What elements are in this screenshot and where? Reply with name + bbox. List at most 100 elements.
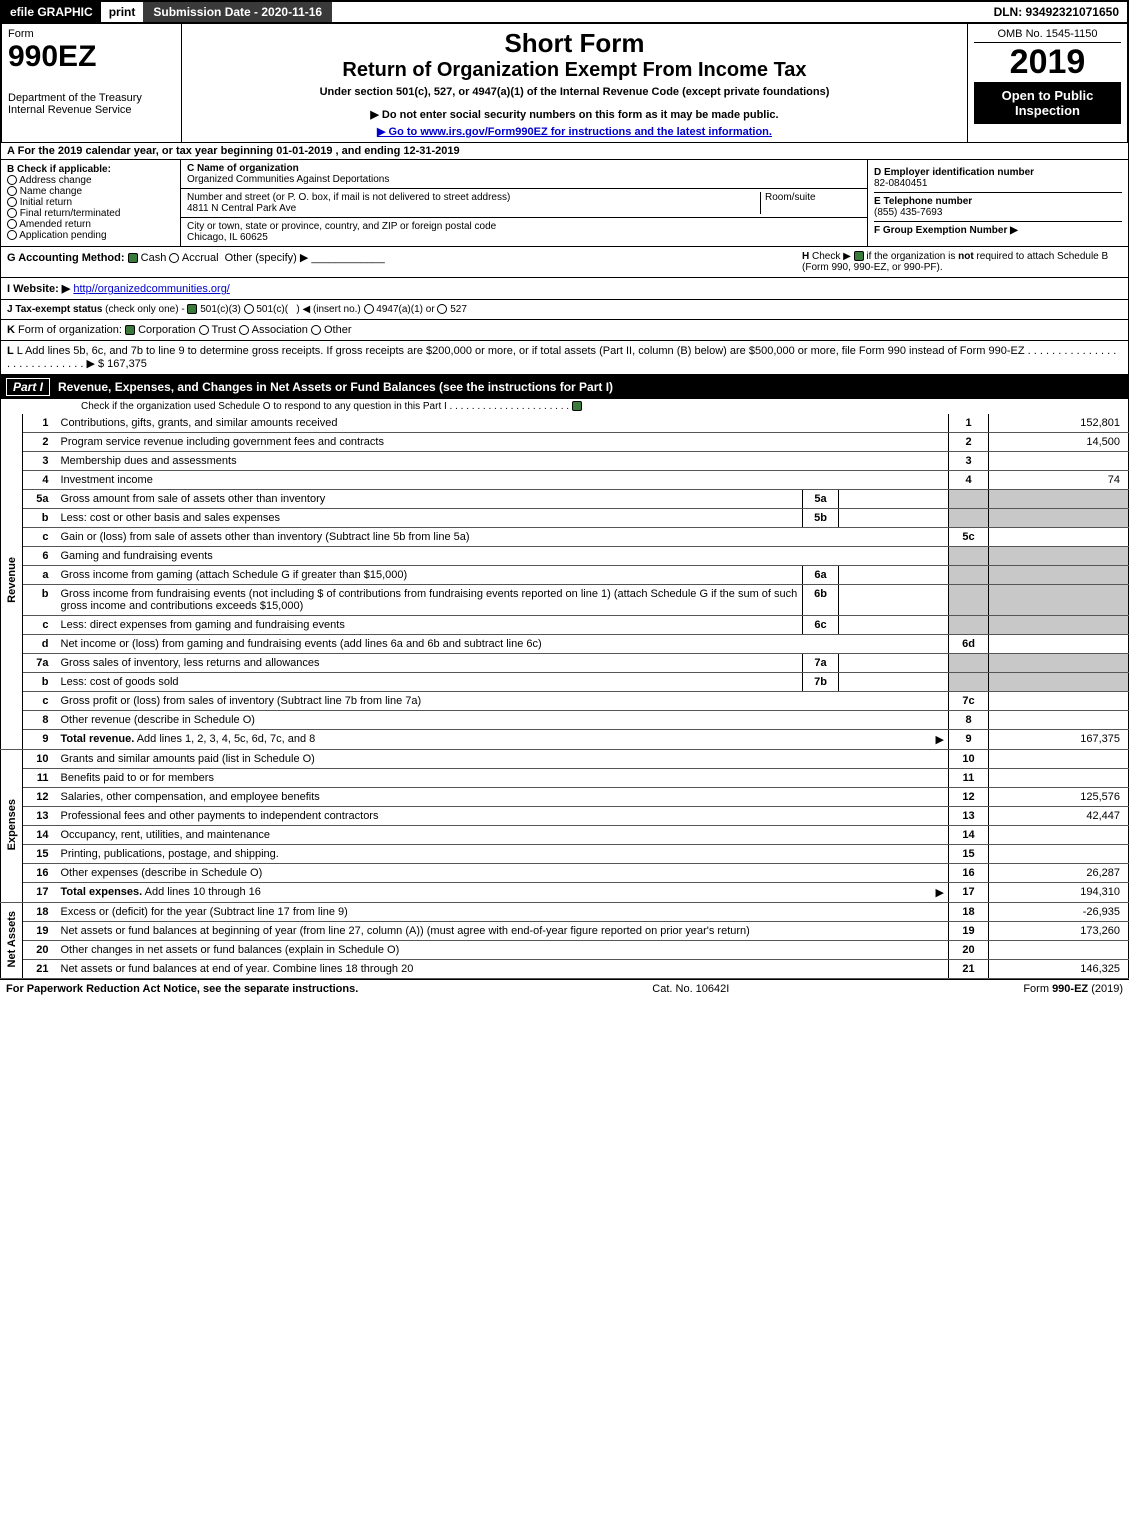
mid-line-value — [839, 654, 949, 673]
r-line-number: 6d — [949, 635, 989, 654]
r-line-number: 10 — [949, 750, 989, 769]
line-desc: Contributions, gifts, grants, and simila… — [57, 414, 949, 433]
chk-name-change[interactable]: Name change — [20, 186, 82, 197]
line-number: 2 — [23, 433, 57, 452]
line-number: 16 — [23, 864, 57, 883]
line-number: a — [23, 566, 57, 585]
chk-cash[interactable] — [128, 253, 138, 263]
section-label: Revenue — [1, 414, 23, 750]
dln: DLN: 93492321071650 — [986, 2, 1127, 22]
section-label: Expenses — [1, 750, 23, 903]
r-line-value — [989, 616, 1129, 635]
chk-schedule-b[interactable] — [854, 251, 864, 261]
line-number: 8 — [23, 711, 57, 730]
line-desc: Investment income — [57, 471, 949, 490]
r-line-value: 146,325 — [989, 960, 1129, 979]
chk-assoc[interactable] — [239, 325, 249, 335]
r-line-value — [989, 566, 1129, 585]
line-number: c — [23, 692, 57, 711]
r-line-value — [989, 673, 1129, 692]
footer-mid: Cat. No. 10642I — [652, 983, 729, 995]
r-line-value: 167,375 — [989, 730, 1129, 750]
org-name: Organized Communities Against Deportatio… — [187, 174, 389, 185]
line-desc: Gross sales of inventory, less returns a… — [57, 654, 803, 673]
chk-address-change[interactable]: Address change — [19, 175, 91, 186]
website-link[interactable]: http//organizedcommunities.org/ — [73, 283, 230, 295]
section-label: Net Assets — [1, 903, 23, 979]
r-line-number — [949, 547, 989, 566]
line-number: 21 — [23, 960, 57, 979]
r-line-number — [949, 654, 989, 673]
mid-line-value — [839, 509, 949, 528]
r-line-value — [989, 452, 1129, 471]
chk-501c[interactable] — [244, 304, 254, 314]
top-bar: efile GRAPHIC print Submission Date - 20… — [0, 0, 1129, 24]
chk-schedule-o[interactable] — [572, 401, 582, 411]
line-desc: Other expenses (describe in Schedule O) — [57, 864, 949, 883]
mid-line-value — [839, 616, 949, 635]
chk-app-pending[interactable]: Application pending — [19, 230, 106, 241]
r-line-number: 7c — [949, 692, 989, 711]
line-number: 12 — [23, 788, 57, 807]
row-g-h: G Accounting Method: Cash Accrual Other … — [0, 247, 1129, 278]
r-line-value — [989, 635, 1129, 654]
line-desc: Gross income from fundraising events (no… — [57, 585, 803, 616]
line-desc: Other changes in net assets or fund bala… — [57, 941, 949, 960]
goto-link[interactable]: ▶ Go to www.irs.gov/Form990EZ for instru… — [188, 125, 961, 138]
line-desc: Net assets or fund balances at end of ye… — [57, 960, 949, 979]
line-number: 9 — [23, 730, 57, 750]
r-line-number — [949, 616, 989, 635]
chk-final-return[interactable]: Final return/terminated — [20, 208, 121, 219]
footer-right: Form 990-EZ (2019) — [1023, 983, 1123, 995]
row-j: J Tax-exempt status (check only one) - 5… — [0, 300, 1129, 320]
line-number: 13 — [23, 807, 57, 826]
line-number: 10 — [23, 750, 57, 769]
chk-other-org[interactable] — [311, 325, 321, 335]
line-number: b — [23, 509, 57, 528]
r-line-value: 125,576 — [989, 788, 1129, 807]
box-c: C Name of organization Organized Communi… — [181, 160, 868, 246]
r-line-value — [989, 750, 1129, 769]
r-line-value — [989, 692, 1129, 711]
ssn-warning: ▶ Do not enter social security numbers o… — [188, 108, 961, 121]
tax-period: A For the 2019 calendar year, or tax yea… — [0, 143, 1129, 160]
chk-accrual[interactable] — [169, 253, 179, 263]
tax-year: 2019 — [974, 43, 1121, 82]
r-line-number: 12 — [949, 788, 989, 807]
line-number: 14 — [23, 826, 57, 845]
r-line-value — [989, 826, 1129, 845]
chk-527[interactable] — [437, 304, 447, 314]
mid-line-number: 7b — [803, 673, 839, 692]
print-button[interactable]: print — [101, 2, 144, 22]
r-line-number: 18 — [949, 903, 989, 922]
chk-501c3[interactable] — [187, 304, 197, 314]
row-h: H Check ▶ H Check ▶ if the organization … — [802, 251, 1122, 273]
line-number: 4 — [23, 471, 57, 490]
return-title: Return of Organization Exempt From Incom… — [188, 59, 961, 82]
irs-label: Internal Revenue Service — [8, 104, 175, 116]
r-line-value — [989, 509, 1129, 528]
omb-number: OMB No. 1545-1150 — [974, 28, 1121, 43]
row-k: K Form of organization: Corporation Trus… — [0, 320, 1129, 341]
chk-amended[interactable]: Amended return — [19, 219, 91, 230]
mid-line-number: 6a — [803, 566, 839, 585]
dept-treasury: Department of the Treasury — [8, 92, 175, 104]
line-desc: Net assets or fund balances at beginning… — [57, 922, 949, 941]
chk-initial-return[interactable]: Initial return — [20, 197, 72, 208]
submission-date: Submission Date - 2020-11-16 — [143, 2, 332, 22]
line-desc: Excess or (deficit) for the year (Subtra… — [57, 903, 949, 922]
ein: 82-0840451 — [874, 178, 927, 189]
form-word: Form — [8, 28, 175, 40]
r-line-number: 13 — [949, 807, 989, 826]
under-section: Under section 501(c), 527, or 4947(a)(1)… — [188, 86, 961, 98]
r-line-number: 14 — [949, 826, 989, 845]
mid-line-number: 6b — [803, 585, 839, 616]
line-desc: Less: cost of goods sold — [57, 673, 803, 692]
chk-4947[interactable] — [364, 304, 374, 314]
r-line-number: 17 — [949, 883, 989, 903]
box-b: B Check if applicable: Address change Na… — [1, 160, 181, 246]
line-number: d — [23, 635, 57, 654]
chk-corp[interactable] — [125, 325, 135, 335]
line-desc: Grants and similar amounts paid (list in… — [57, 750, 949, 769]
chk-trust[interactable] — [199, 325, 209, 335]
